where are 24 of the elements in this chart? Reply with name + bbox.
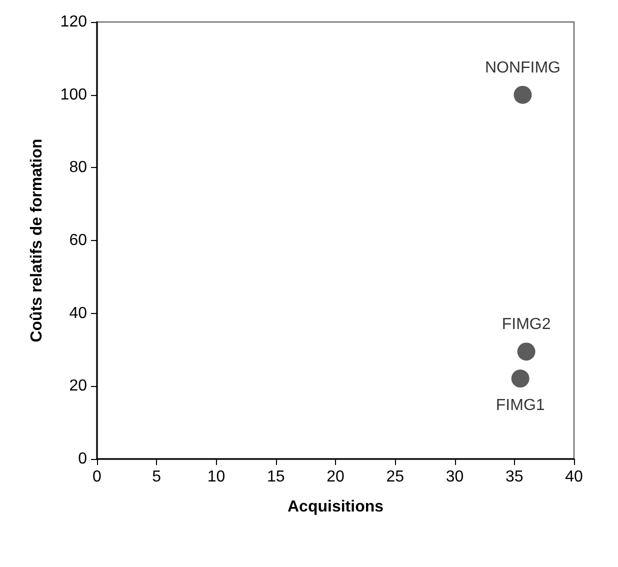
y-tick-label: 60: [69, 232, 88, 249]
x-tick-label: 5: [152, 468, 162, 486]
point: [514, 86, 532, 104]
x-tick-label: 20: [326, 468, 344, 486]
y-tick-label: 80: [69, 159, 88, 176]
series-label: FIMG2: [502, 316, 551, 334]
x-tick-label: 0: [92, 468, 102, 486]
x-tick-label: 10: [207, 468, 226, 486]
series-label: FIMG1: [496, 397, 545, 414]
point: [511, 370, 530, 388]
y-tick-label: 20: [69, 378, 88, 395]
y-tick-label: 100: [60, 86, 88, 104]
y-axis-title: Coûts relatifs de formation: [28, 138, 46, 342]
y-tick-label: 120: [60, 14, 88, 30]
y-tick-label: 40: [69, 304, 88, 322]
x-tick-label: 35: [505, 468, 524, 486]
series-label: NONFIMG: [484, 59, 560, 76]
y-tick-label: 0: [78, 450, 88, 468]
x-tick-label: 30: [446, 468, 464, 486]
x-tick-label: 15: [266, 468, 285, 486]
x-tick-label: 40: [565, 468, 583, 486]
x-axis-title: Acquisitions: [287, 498, 384, 516]
point: [517, 342, 536, 361]
x-tick-label: 25: [386, 468, 404, 486]
